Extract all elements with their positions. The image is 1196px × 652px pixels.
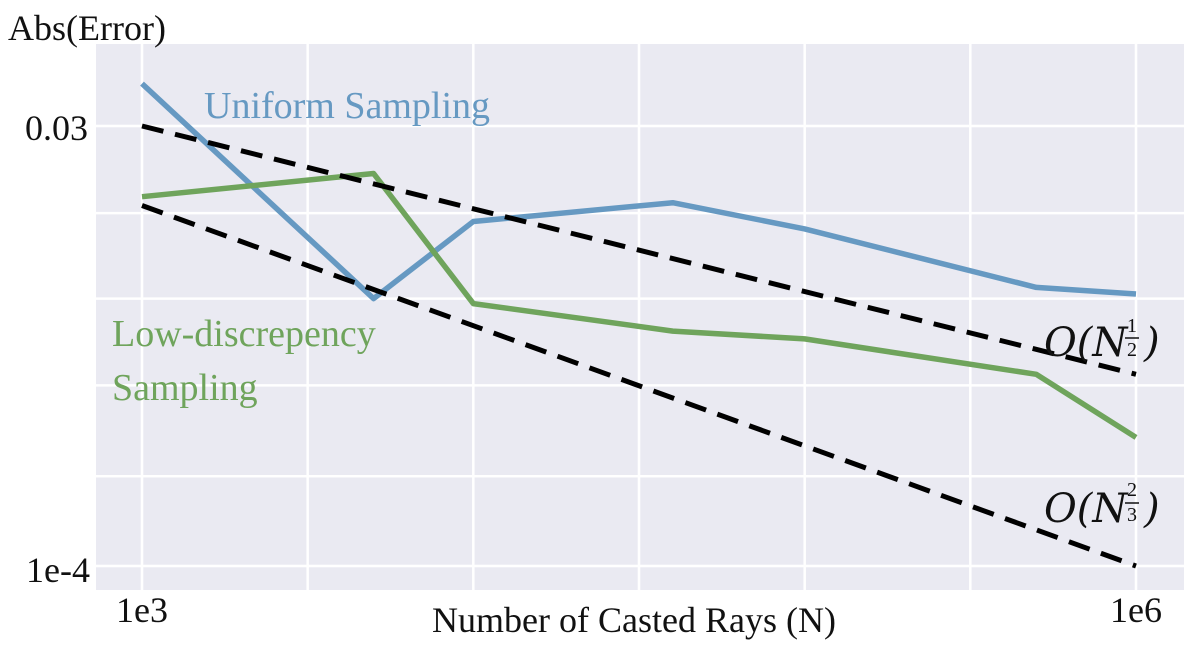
y-tick-label-0.03: 0.03 — [25, 108, 88, 148]
x-tick-label-1e6: 1e6 — [1110, 590, 1162, 630]
o-n-two-thirds-base: O(N — [1044, 486, 1129, 532]
o-n-half-close: ) — [1143, 320, 1160, 366]
x-axis-label: Number of Casted Rays (N) — [432, 600, 836, 640]
annotation-o-n-two-thirds: O(N 2 3 ) — [1044, 479, 1160, 532]
o-n-two-thirds-denominator: 3 — [1127, 504, 1137, 526]
o-n-half-numerator: 1 — [1127, 315, 1137, 337]
o-n-two-thirds-numerator: 2 — [1127, 479, 1137, 501]
series-line-o-n-1-2 — [141, 123, 1137, 377]
x-tick-label-1e3: 1e3 — [116, 590, 168, 630]
o-n-half-denominator: 2 — [1127, 339, 1137, 361]
o-n-two-thirds-close: ) — [1143, 486, 1160, 532]
y-tick-label-1e-4: 1e-4 — [26, 550, 90, 590]
series-line-uniform-sampling — [140, 81, 1137, 302]
series-line-o-n-2-3 — [141, 203, 1137, 569]
annotation-o-n-half: O(N 1 2 ) — [1044, 315, 1160, 366]
low-discrepency-label-line2: Sampling — [112, 367, 258, 409]
low-discrepency-label-line1: Low-discrepency — [112, 313, 376, 355]
series-line-low-discrepency-sampling — [141, 170, 1138, 440]
series-lines — [140, 81, 1138, 569]
uniform-sampling-label: Uniform Sampling — [204, 85, 490, 127]
o-n-half-base: O(N — [1044, 320, 1129, 366]
y-axis-label: Abs(Error) — [8, 8, 166, 48]
